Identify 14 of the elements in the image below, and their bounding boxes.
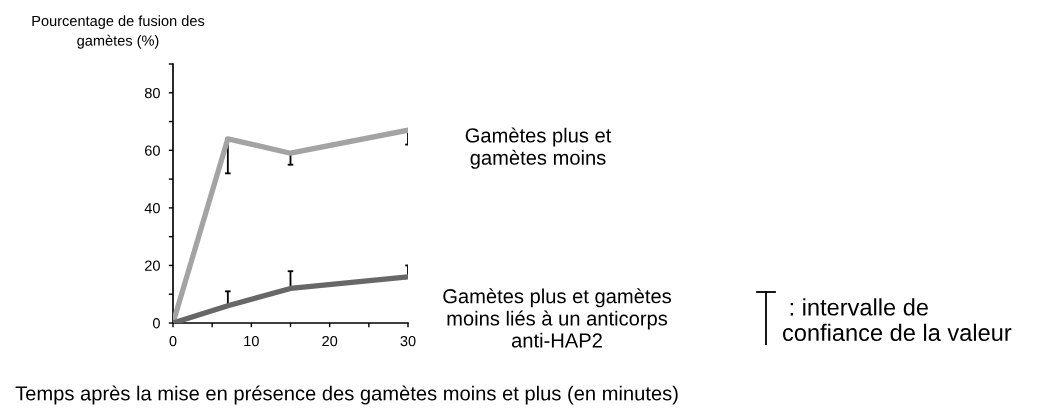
- y-tick-label: 80: [144, 87, 160, 99]
- y-tick-label: 0: [152, 318, 160, 329]
- x-tick-label: 30: [400, 335, 416, 347]
- text: Gamètes plus et gamètes moins: [465, 127, 612, 169]
- y-tick-label: 40: [144, 202, 160, 214]
- x-tick-label: 10: [244, 335, 259, 347]
- y-tick-label: 20: [145, 260, 160, 271]
- x-axis-title: Temps après la mise en présence des gamètes moins et plus (en minutes): [15, 385, 678, 405]
- x-tick-label: 0: [169, 335, 177, 347]
- text: : intervalle de confiance de la valeur: [783, 298, 1012, 342]
- series-label: Gamètes plus et gamètes moins liés à un anticorps anti-HAP2: [443, 288, 672, 348]
- y-tick-label: 60: [145, 145, 160, 156]
- y-axis-title: Pourcentage de fusion des gamètes (%): [32, 15, 205, 49]
- x-tick-label: 20: [322, 335, 338, 347]
